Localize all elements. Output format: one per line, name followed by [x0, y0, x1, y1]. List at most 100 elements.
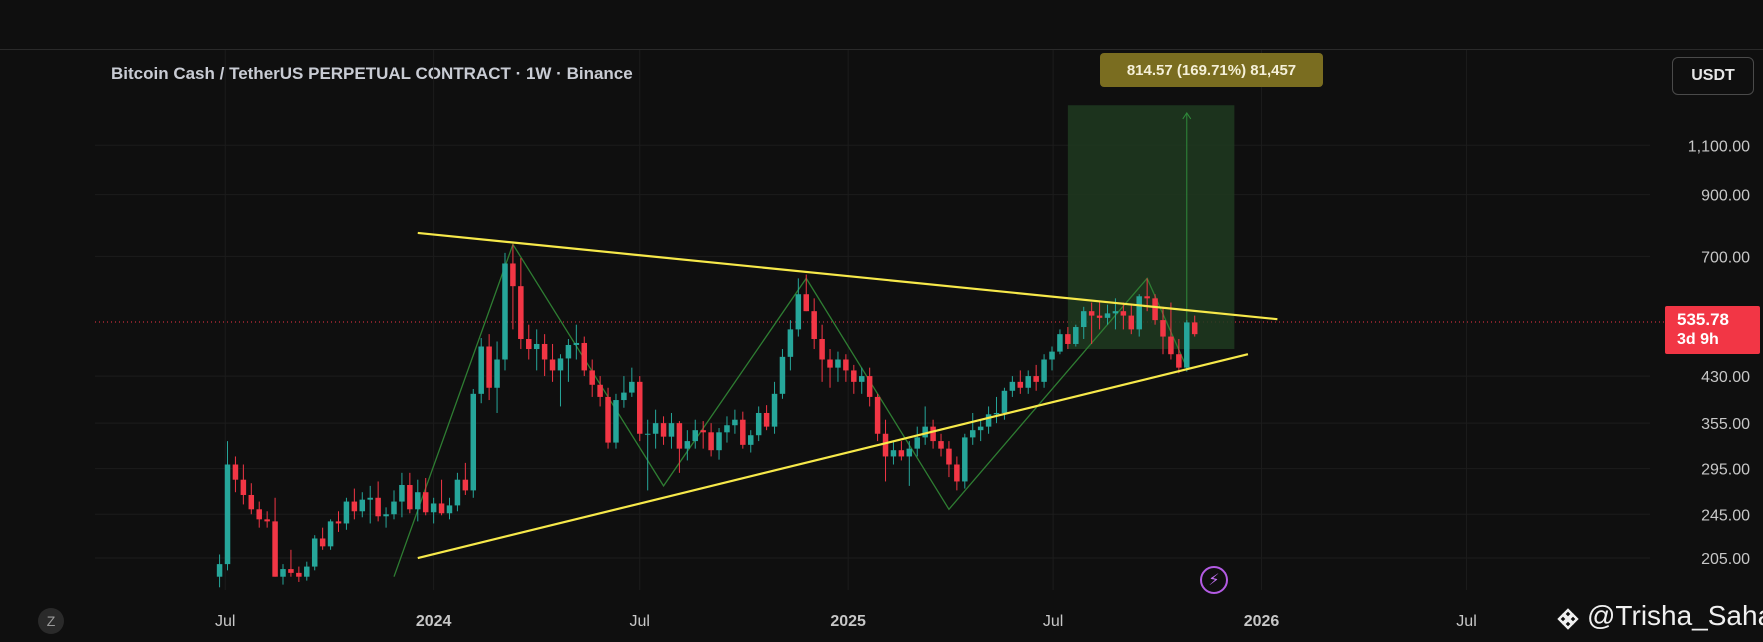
time-tick-label: 2026 — [1244, 613, 1280, 630]
candle-body — [1168, 336, 1174, 355]
candle-body — [1025, 376, 1031, 388]
candle-body — [557, 358, 564, 371]
candle-body — [391, 501, 397, 515]
candle-body — [335, 521, 342, 524]
candle-body — [1057, 334, 1063, 352]
candle-body — [407, 484, 413, 510]
price-tick-label: 205.00 — [1701, 551, 1750, 568]
candle-body — [954, 464, 960, 482]
candle-body — [1104, 313, 1111, 318]
candle-body — [724, 425, 730, 433]
candle-body — [668, 423, 675, 437]
candle-body — [232, 464, 239, 480]
candle-body — [676, 423, 683, 449]
candle-body — [240, 479, 247, 495]
candle-body — [549, 359, 556, 371]
candle-body — [843, 359, 849, 371]
candle-body — [327, 521, 334, 547]
candle-body — [946, 448, 952, 465]
candle-body — [819, 339, 825, 360]
candle-body — [660, 423, 667, 437]
price-tick-label: 245.00 — [1701, 507, 1750, 524]
time-tick-label: 2024 — [416, 613, 452, 630]
candle-body — [938, 441, 944, 449]
trendline-lower — [417, 353, 1249, 560]
candle-body — [319, 538, 326, 547]
measure-arrow — [1182, 112, 1192, 120]
candle-body — [311, 538, 318, 567]
candle-body — [494, 359, 500, 388]
last-price-value: 535.78 — [1677, 310, 1729, 329]
candle-body — [272, 521, 278, 577]
candles — [216, 244, 1198, 588]
target-zone — [1067, 105, 1235, 371]
candle-body — [399, 484, 405, 502]
candle-body — [1009, 381, 1016, 391]
last-price-label: 535.78 3d 9h — [1665, 306, 1760, 354]
watermark-handle: @Trisha_Saha — [1587, 600, 1763, 631]
candle-body — [890, 450, 897, 457]
lightning-icon[interactable]: ⚡ — [1200, 566, 1228, 594]
candle-body — [1136, 296, 1142, 330]
candle-body — [438, 503, 445, 514]
time-tick-label: Jul — [1456, 613, 1476, 630]
candle-body — [874, 396, 881, 434]
candle-body — [629, 381, 635, 393]
candle-body — [1120, 311, 1127, 316]
candle-body — [367, 497, 373, 500]
candle-body — [1160, 320, 1166, 337]
candle-body — [470, 393, 477, 491]
candle-body — [732, 419, 738, 426]
candle-body — [288, 569, 294, 573]
bar-countdown: 3d 9h — [1677, 331, 1719, 348]
candle-body — [851, 370, 857, 382]
candle-body — [779, 356, 786, 394]
candle-body — [969, 430, 976, 438]
candle-body — [795, 294, 802, 330]
trendlines — [417, 231, 1278, 560]
candle-body — [803, 294, 809, 312]
candle-body — [581, 342, 588, 371]
candle-body — [422, 492, 429, 513]
candle-body — [296, 572, 302, 577]
candle-body — [906, 448, 913, 457]
candle-body — [359, 499, 366, 512]
candle-body — [573, 342, 580, 345]
candle-body — [977, 426, 984, 431]
candle-body — [858, 376, 865, 382]
candle-body — [1080, 311, 1087, 328]
candle-body — [216, 564, 223, 577]
candle-body — [446, 505, 453, 514]
candle-body — [264, 519, 270, 522]
candle-body — [1191, 322, 1198, 335]
candle-body — [684, 441, 691, 449]
candle-body — [605, 396, 611, 443]
candle-body — [1096, 315, 1103, 318]
currency-button[interactable]: USDT — [1672, 57, 1754, 95]
candle-body — [597, 384, 603, 397]
candle-body — [827, 359, 833, 368]
candle-body — [383, 514, 389, 517]
candle-body — [248, 494, 255, 510]
candle-body — [922, 426, 928, 438]
candle-body — [280, 569, 286, 577]
candle-body — [644, 433, 651, 435]
candle-body — [985, 414, 992, 427]
candle-body — [1112, 311, 1119, 314]
candle-body — [1128, 315, 1135, 330]
candle-body — [787, 329, 794, 357]
top-divider — [0, 49, 1763, 50]
candle-body — [866, 376, 873, 397]
candle-body — [486, 346, 492, 388]
candle-body — [589, 370, 595, 385]
candle-body — [1041, 359, 1047, 382]
candle-body — [882, 433, 889, 457]
candle-body — [898, 450, 905, 457]
price-tick-label: 295.00 — [1701, 462, 1750, 479]
logo-icon: Z — [38, 608, 64, 634]
candle-body — [1065, 334, 1071, 344]
candle-body — [1184, 322, 1190, 368]
candle-body — [304, 566, 310, 577]
candle-body — [962, 437, 968, 482]
